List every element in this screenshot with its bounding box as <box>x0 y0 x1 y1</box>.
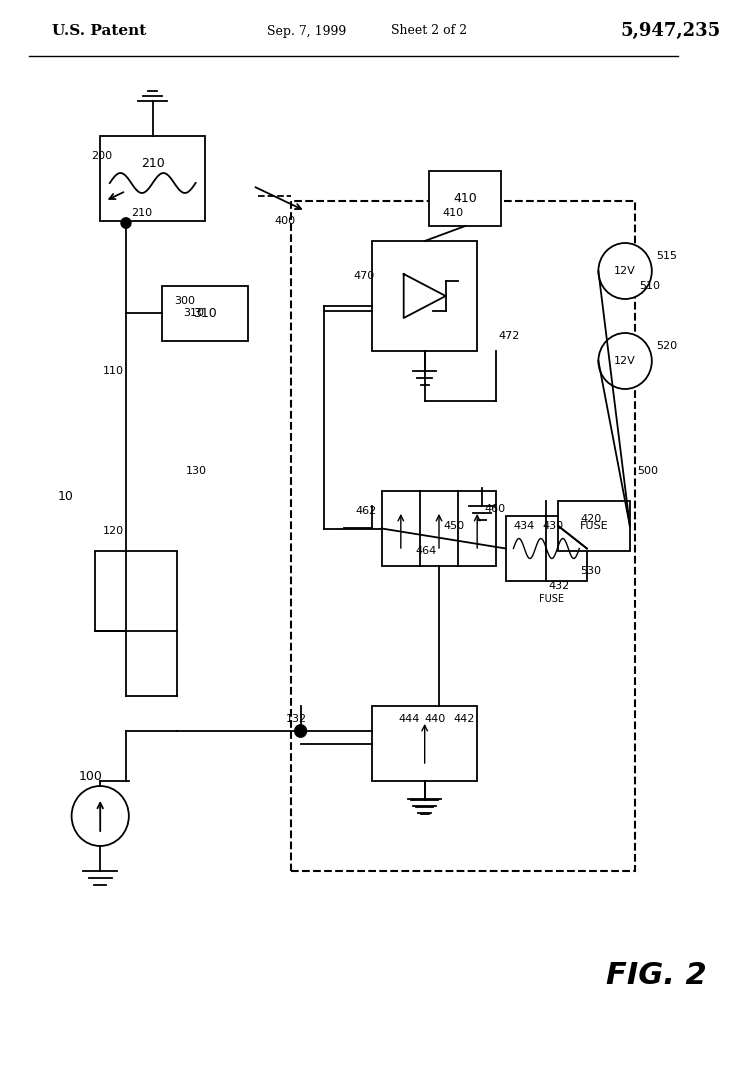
Text: 520: 520 <box>657 341 678 351</box>
Bar <box>291 201 634 871</box>
Text: 442: 442 <box>453 713 475 724</box>
Text: 450: 450 <box>444 521 465 531</box>
Text: 110: 110 <box>103 366 124 376</box>
Text: 130: 130 <box>186 466 207 476</box>
Bar <box>559 501 630 551</box>
Text: 430: 430 <box>542 521 563 531</box>
Text: 132: 132 <box>286 713 308 724</box>
Text: Sheet 2 of 2: Sheet 2 of 2 <box>392 25 467 38</box>
Text: 464: 464 <box>415 546 436 556</box>
Bar <box>96 551 177 631</box>
Text: 310: 310 <box>194 307 217 320</box>
Bar <box>372 241 477 351</box>
Text: 5,947,235: 5,947,235 <box>620 22 721 40</box>
Text: 530: 530 <box>580 566 601 576</box>
Text: 432: 432 <box>549 580 570 591</box>
Text: 462: 462 <box>355 506 376 516</box>
Bar <box>382 491 496 566</box>
Text: FUSE: FUSE <box>580 521 609 531</box>
Text: FIG. 2: FIG. 2 <box>606 961 707 990</box>
Circle shape <box>598 333 652 389</box>
Circle shape <box>295 725 306 737</box>
Text: Sep. 7, 1999: Sep. 7, 1999 <box>267 25 347 38</box>
Bar <box>372 706 477 780</box>
Circle shape <box>598 243 652 299</box>
Text: 410: 410 <box>443 208 464 218</box>
Text: 460: 460 <box>485 504 506 513</box>
Bar <box>100 136 205 221</box>
Text: 410: 410 <box>453 192 477 205</box>
Bar <box>430 171 501 226</box>
Text: 12V: 12V <box>615 266 636 276</box>
Text: 400: 400 <box>275 216 296 226</box>
Text: 210: 210 <box>131 208 152 218</box>
Text: 472: 472 <box>498 331 520 341</box>
Text: 444: 444 <box>399 713 420 724</box>
Text: FUSE: FUSE <box>539 593 564 604</box>
Text: 420: 420 <box>580 513 601 524</box>
Text: 100: 100 <box>78 770 102 783</box>
Text: 515: 515 <box>657 251 678 261</box>
Text: 434: 434 <box>514 521 534 531</box>
Text: U.S. Patent: U.S. Patent <box>52 24 146 38</box>
Circle shape <box>121 218 131 228</box>
Bar <box>162 286 248 341</box>
Bar <box>506 516 587 580</box>
Text: 210: 210 <box>141 157 165 170</box>
Text: 120: 120 <box>103 526 124 536</box>
Text: 10: 10 <box>57 490 73 503</box>
Text: 200: 200 <box>91 151 112 161</box>
Text: 440: 440 <box>425 713 446 724</box>
Text: 510: 510 <box>640 281 660 291</box>
Text: 500: 500 <box>637 466 659 476</box>
Text: 12V: 12V <box>615 356 636 366</box>
Text: 300: 300 <box>174 296 195 306</box>
Circle shape <box>71 786 129 846</box>
Text: 310: 310 <box>183 308 204 318</box>
Text: 470: 470 <box>353 271 375 281</box>
